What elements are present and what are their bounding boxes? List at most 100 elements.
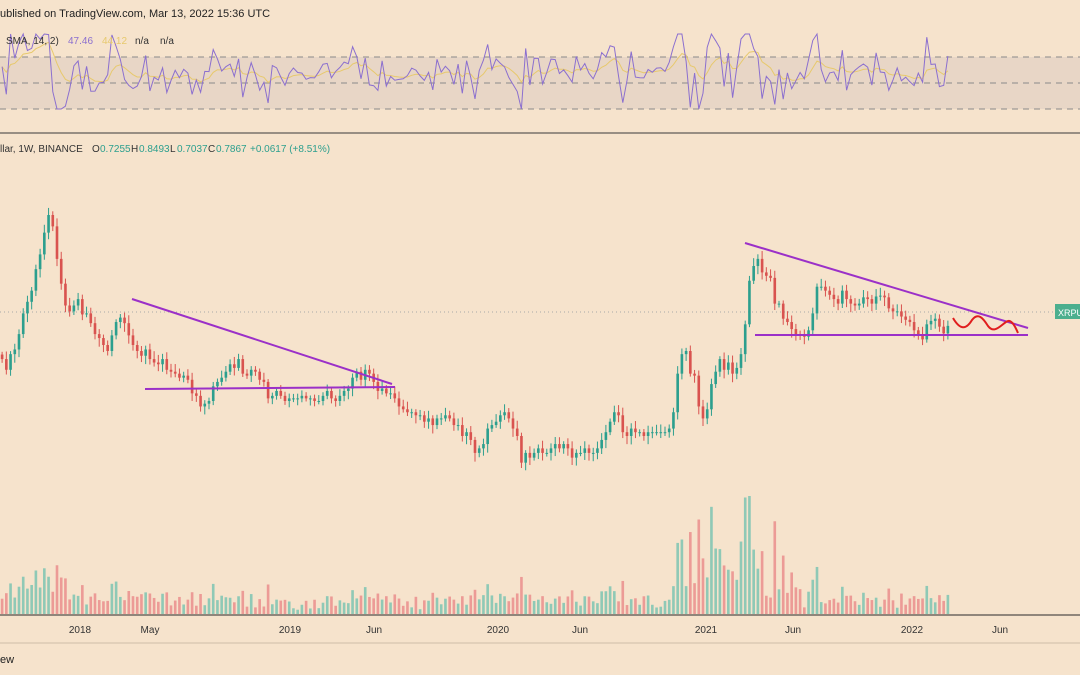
candle-body (714, 371, 717, 385)
candle-body (119, 317, 122, 323)
candle-body (228, 364, 232, 372)
candle-layer (0, 207, 950, 471)
candle-body (591, 452, 595, 454)
candle-body (313, 398, 316, 401)
candle-body (406, 409, 409, 413)
candle-body (853, 303, 857, 306)
candle-body (579, 452, 582, 454)
volume-bar (482, 595, 485, 614)
candle-body (558, 444, 561, 449)
volume-bar (144, 592, 147, 614)
candle-body (271, 395, 274, 399)
volume-bar (667, 599, 671, 614)
candle-body (258, 371, 261, 380)
candle-body (811, 313, 815, 331)
volume-bar (444, 598, 447, 614)
candle-body (638, 432, 641, 434)
volume-bar (300, 604, 304, 614)
volume-bar (85, 604, 88, 614)
x-tick-label: 2018 (69, 625, 92, 636)
candle-body (828, 290, 831, 295)
volume-bar (123, 600, 126, 614)
candle-body (680, 354, 684, 374)
volume-bar (477, 599, 481, 614)
candle-body (461, 425, 464, 436)
trendline-resistance-2021[interactable] (744, 242, 1029, 329)
volume-bar (904, 604, 907, 614)
candle-body (435, 418, 439, 426)
volume-bar (490, 595, 494, 614)
candle-body (933, 318, 937, 321)
candle-body (693, 373, 696, 376)
candle-body (769, 275, 772, 278)
volume-bar (748, 496, 751, 614)
candle-body (279, 390, 283, 396)
volume-bar (279, 600, 283, 614)
volume-bar (591, 601, 595, 614)
candle-body (756, 258, 760, 267)
trendline-resistance-2018[interactable] (131, 298, 393, 385)
volume-bar (34, 570, 38, 614)
volume-bar (655, 607, 658, 614)
volume-bar (406, 601, 409, 614)
candle-body (752, 266, 755, 281)
open-label: O (92, 144, 100, 155)
volume-bar (473, 589, 477, 614)
candle-body (355, 371, 359, 378)
candle-body (866, 297, 869, 300)
candle-body (241, 359, 245, 374)
volume-bar (701, 558, 705, 614)
rsi-value: 47.46 (68, 36, 93, 47)
candle-body (9, 354, 12, 370)
volume-bar (330, 596, 333, 614)
candle-body (448, 415, 451, 419)
candle-body (55, 226, 59, 259)
volume-bar (879, 606, 882, 614)
volume-bar (684, 586, 688, 614)
candle-body (946, 325, 950, 334)
x-axis-labels: 2018 May 2019 Jun 2020 Jun 2021 Jun 2022 Jun (69, 625, 1008, 636)
volume-bar (245, 606, 249, 614)
volume-bar (862, 592, 865, 614)
close-label: C (208, 144, 215, 155)
candle-body (642, 432, 646, 436)
candle-body (545, 452, 549, 454)
volume-bar (912, 596, 916, 614)
low-label: L (170, 144, 176, 155)
price-badge-label: XRPU (1058, 308, 1080, 318)
candle-body (904, 316, 907, 320)
candle-body (735, 367, 739, 374)
volume-bar (233, 602, 236, 614)
candle-body (870, 299, 874, 304)
rsi-lines (1, 32, 949, 110)
candle-body (845, 290, 848, 300)
volume-bar (89, 596, 93, 614)
volume-bar (714, 548, 717, 614)
candle-body (566, 444, 570, 449)
volume-bar (515, 593, 519, 614)
candle-body (68, 305, 71, 312)
candle-body (444, 415, 447, 419)
candle-body (123, 317, 126, 324)
candle-body (220, 377, 223, 382)
volume-bar (933, 602, 937, 614)
volume-bar (283, 599, 287, 614)
volume-bar (925, 585, 929, 614)
trendline-support-2018[interactable] (144, 386, 396, 390)
candle-body (672, 412, 675, 429)
volume-bar (786, 592, 789, 614)
volume-bar (376, 593, 380, 614)
volume-bar (511, 597, 515, 614)
candle-body (51, 215, 55, 227)
volume-bar (756, 568, 760, 614)
volume-bar (237, 596, 240, 614)
candle-body (938, 318, 941, 327)
volume-bar (739, 541, 743, 614)
volume-bar (689, 532, 692, 614)
volume-bar (266, 584, 270, 614)
candle-body (144, 349, 147, 356)
x-tick-label: 2021 (695, 625, 718, 636)
candle-body (275, 390, 278, 396)
volume-bar (321, 602, 325, 614)
candle-body (929, 320, 933, 325)
